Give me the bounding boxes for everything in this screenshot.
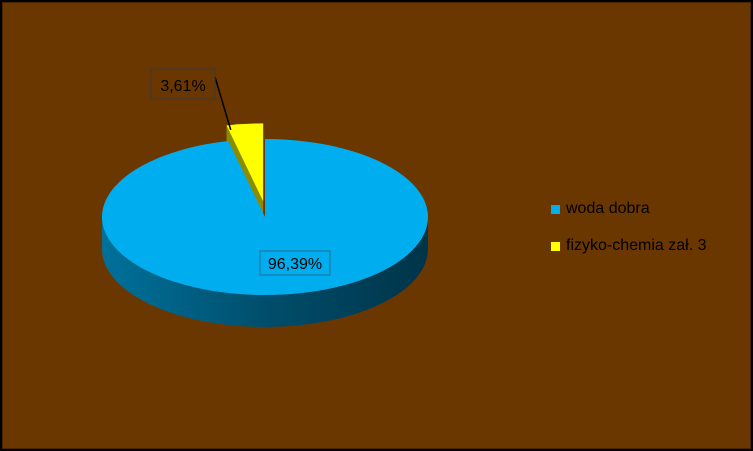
pie-chart: 96,39% 3,61% (102, 68, 429, 327)
legend-label: fizyko-chemia zał. 3 (566, 237, 707, 254)
data-label-box-0 (259, 250, 331, 276)
legend-label: woda dobra (566, 200, 650, 217)
leader-line-1 (214, 76, 232, 131)
pie-side-0 (102, 217, 428, 327)
data-label-1: 3,61% (160, 78, 205, 95)
legend-item-fizyko-chemia: fizyko-chemia zał. 3 (551, 236, 707, 256)
pie-tops (102, 123, 429, 296)
legend-item-woda-dobra: woda dobra (551, 199, 707, 219)
data-label-0: 96,39% (268, 256, 322, 273)
data-label-box-1 (150, 68, 216, 100)
legend-swatch-woda-dobra (551, 204, 560, 214)
pie-slice-0 (102, 139, 429, 296)
pie-slice-1 (226, 123, 264, 202)
pie-data-labels: 96,39% 3,61% (150, 68, 331, 276)
legend: woda dobra fizyko-chemia zał. 3 (551, 199, 707, 273)
legend-swatch-fizyko-chemia (551, 241, 560, 251)
